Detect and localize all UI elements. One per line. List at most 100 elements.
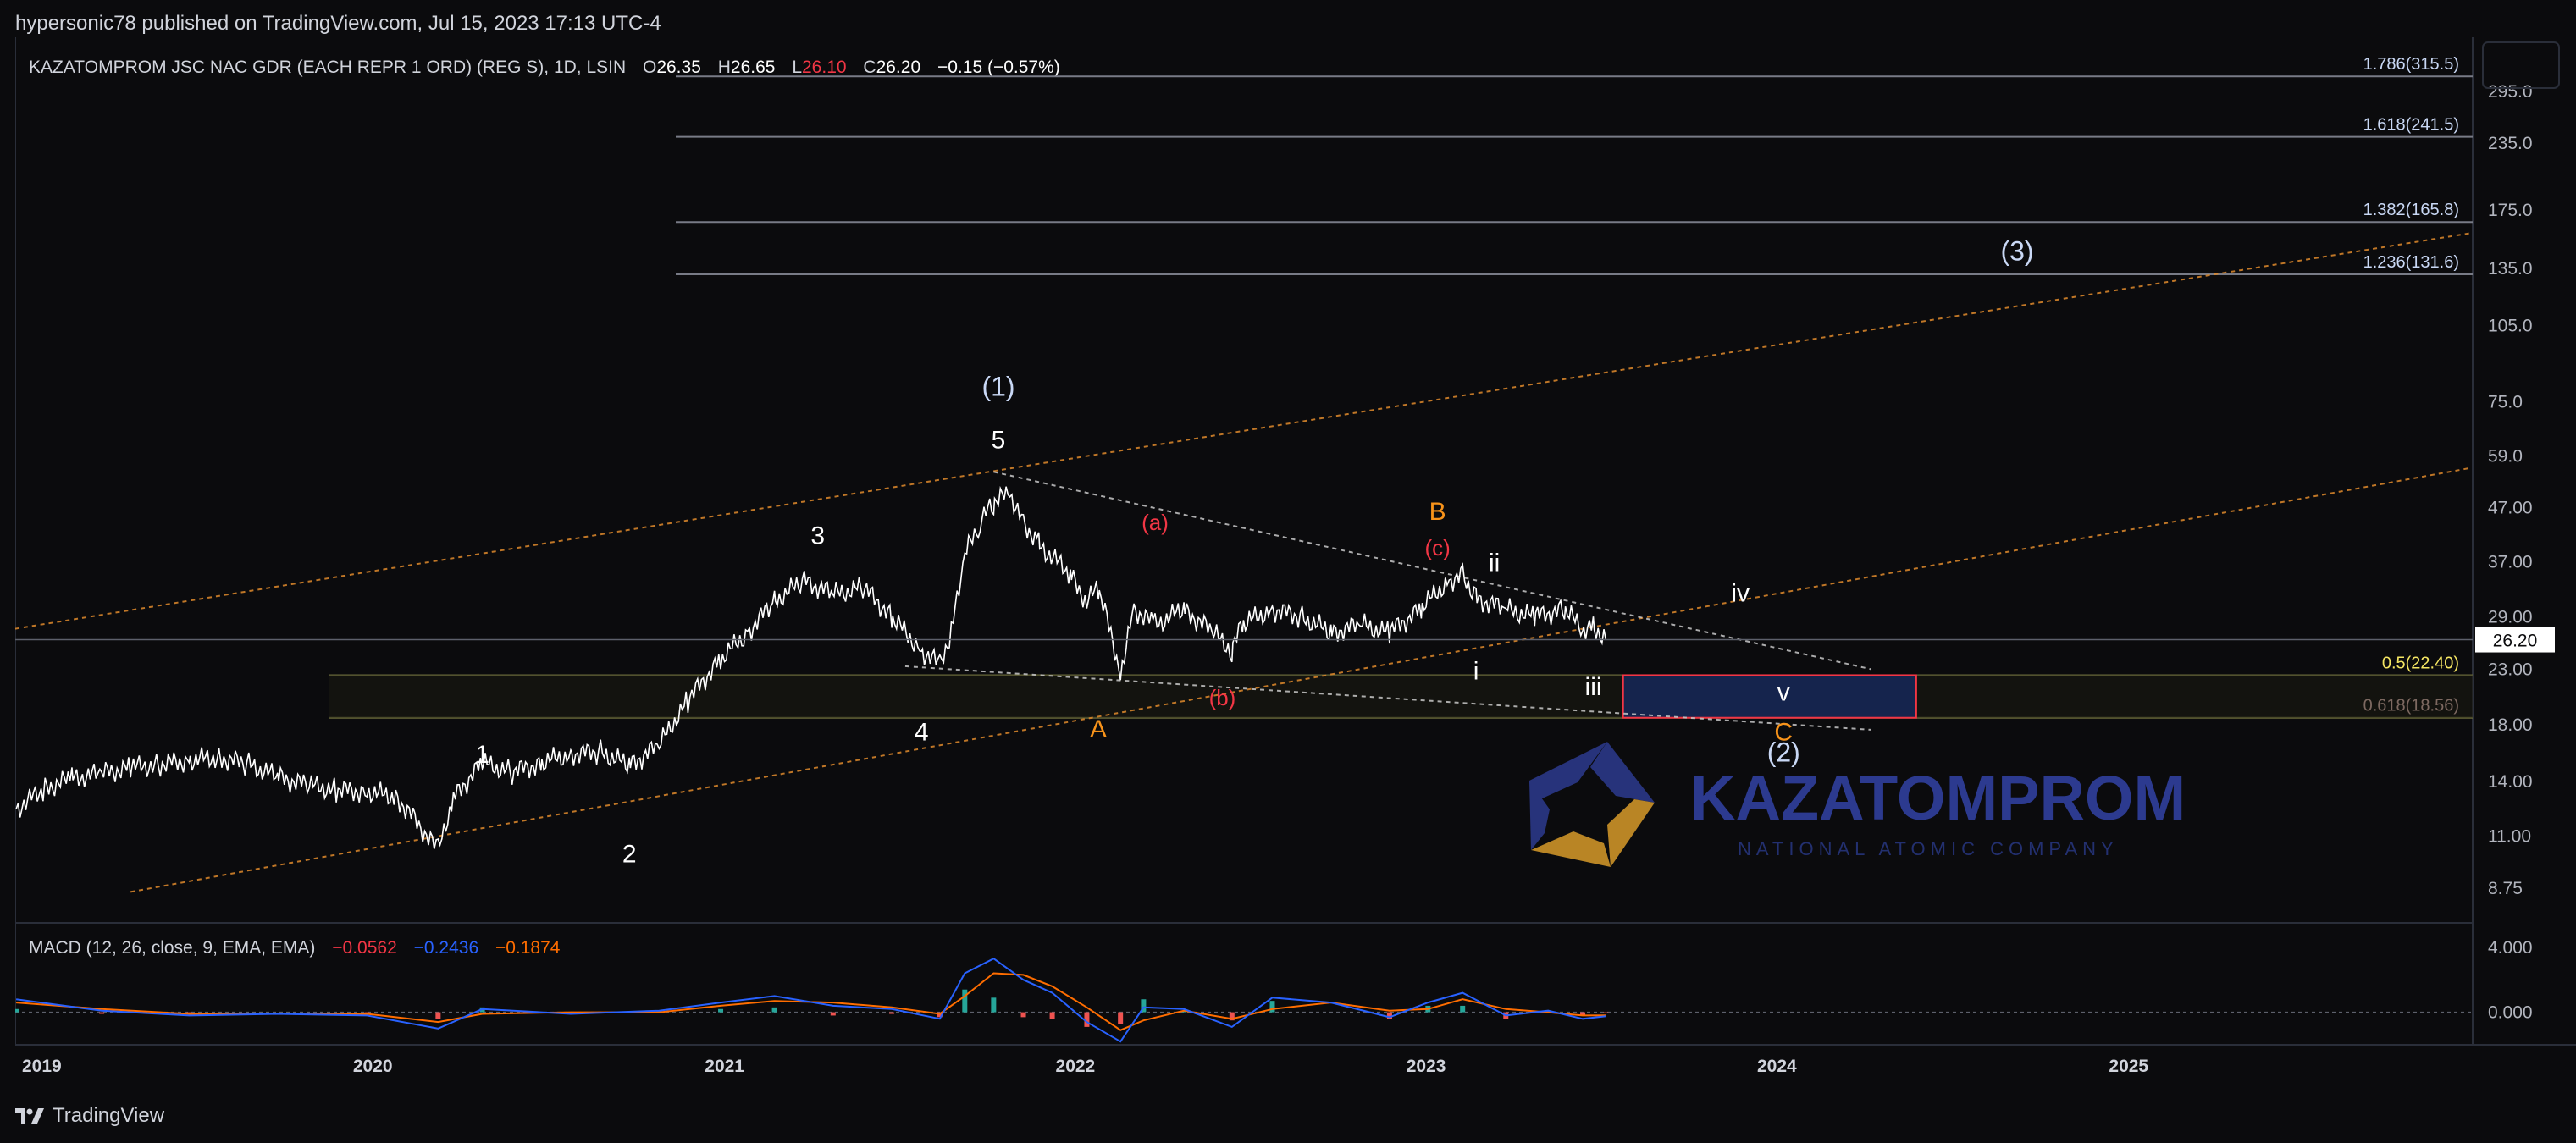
macd-legend: MACD (12, 26, close, 9, EMA, EMA) −0.056… [29,938,561,958]
low-label: L [792,58,802,77]
macd-histogram-bar [718,1008,724,1013]
macd-histogram-bar [962,989,968,1013]
macd-histogram-bar [889,1012,895,1014]
symbol-header: KAZATOMPROM JSC NAC GDR (EACH REPR 1 ORD… [29,58,1060,77]
wedge-line [993,471,1871,671]
price-tick-label: 47.00 [2488,498,2533,517]
macd-histogram-bar [1580,1012,1586,1016]
wave-label: ii [1489,549,1500,577]
retracement-zone [329,675,2473,718]
macd-histogram-bar [1229,1012,1235,1021]
wave-label: (a) [1142,510,1169,535]
watermark-subtitle: NATIONAL ATOMIC COMPANY [1738,838,2119,859]
last-price-tag [2475,627,2555,653]
wave-label: 5 [992,427,1006,455]
price-tick-label: 105.0 [2488,316,2533,335]
fib-label: 1.618(241.5) [2363,116,2459,135]
wave-label: i [1473,657,1479,685]
time-tick-label: 2025 [2109,1057,2148,1076]
price-tick-label: 235.0 [2488,134,2533,153]
symbol-name: KAZATOMPROM JSC NAC GDR (EACH REPR 1 ORD… [29,58,626,77]
chart-background [15,37,2576,1082]
chart-frame[interactable]: KAZATOMPROM NATIONAL ATOMIC COMPANY KAZA… [14,37,2576,1082]
time-tick-label: 2019 [22,1057,62,1076]
wave-label: (b) [1209,685,1236,710]
wave-label: 3 [810,522,825,549]
open-label: O [643,58,656,77]
price-tick-label: 59.0 [2488,446,2523,466]
price-tick-label: 135.0 [2488,259,2533,279]
wedge-line [904,665,1871,731]
scale-settings-button[interactable] [2482,41,2560,89]
fib-label: 1.382(165.8) [2363,201,2459,219]
low-value: 26.10 [802,58,847,77]
wave-label: A [1090,715,1107,743]
chart-canvas[interactable]: KAZATOMPROM NATIONAL ATOMIC COMPANY KAZA… [14,37,2576,1082]
macd-histogram-bar [1118,1012,1124,1024]
price-axis[interactable]: 295.0 235.0 175.0 135.0 105.0 75.0 59.0 47.00 37… [2475,82,2555,898]
macd-histogram-bar [1020,1012,1026,1018]
kazatomprom-watermark: KAZATOMPROM NATIONAL ATOMIC COMPANY [1529,742,2186,867]
macd-signal-line [16,972,1606,1031]
wave-label: (1) [981,371,1014,401]
wave-label: (c) [1425,535,1451,560]
kazatomprom-logo-icon [1529,742,1655,867]
macd-histogram-bar [830,1012,836,1016]
close-value: 26.20 [876,58,921,77]
target-zone [329,674,2473,719]
wave-label: v [1777,679,1790,707]
macd-pane: 4.000 0.000 [14,938,2533,1043]
macd-histogram-bar [14,1008,19,1013]
macd-histogram-bar [991,997,997,1013]
price-tick-label: 37.00 [2488,552,2533,572]
fib-label: 0.5(22.40) [2382,654,2459,672]
time-axis[interactable]: 2019 2020 2021 2022 2023 2024 2025 [22,1057,2148,1076]
macd-histogram-bar [1141,999,1147,1013]
macd-histogram-bar [771,1007,777,1013]
close-label: C [863,58,876,77]
fib-label: 1.236(131.6) [2363,253,2459,272]
macd-histogram-bar [1386,1012,1392,1019]
open-value: 26.35 [656,58,701,77]
wave-label: iii [1585,673,1602,701]
target-box [1622,674,1917,719]
time-tick-label: 2024 [1757,1057,1797,1076]
wave-label: 2 [622,840,637,868]
wave-label: C [1774,718,1793,746]
macd-tick-label: 4.000 [2488,938,2533,958]
price-series [15,485,2473,849]
price-tick-label: 14.00 [2488,772,2533,792]
macd-histogram-bar [1269,1001,1275,1013]
publication-caption: hypersonic78 published on TradingView.co… [15,12,661,35]
wave-label: 4 [915,718,929,746]
price-tick-label: 8.75 [2488,879,2523,898]
macd-histogram-bar [1049,1012,1055,1019]
macd-line-value: −0.2436 [414,938,479,958]
tradingview-logo-icon [15,1108,44,1124]
tradingview-brand: TradingView [53,1104,165,1127]
footer: TradingView [15,1101,164,1131]
price-tick-label: 11.00 [2488,827,2531,847]
high-value: 26.65 [731,58,776,77]
wave-label: iv [1731,580,1750,608]
time-tick-label: 2020 [353,1057,393,1076]
macd-tick-label: 0.000 [2488,1003,2533,1023]
price-line [15,485,1607,849]
watermark-title: KAZATOMPROM [1690,763,2186,833]
change-value: −0.15 (−0.57%) [937,58,1060,77]
time-tick-label: 2023 [1407,1057,1446,1076]
price-tick-label: 175.0 [2488,201,2533,220]
price-tick-label: 295.0 [2488,82,2533,102]
price-tick-label: 75.0 [2488,392,2523,411]
price-tick-label: 29.00 [2488,607,2533,627]
time-tick-label: 2022 [1056,1057,1096,1076]
price-tick-label: 23.00 [2488,660,2533,679]
macd-signal-value: −0.1874 [495,938,561,958]
macd-histogram-bar [1084,1012,1090,1027]
fib-label: 1.786(315.5) [2363,55,2459,74]
high-label: H [718,58,731,77]
time-tick-label: 2021 [705,1057,744,1076]
wave-label: B [1429,498,1446,526]
wave-label: 1 [475,741,489,769]
